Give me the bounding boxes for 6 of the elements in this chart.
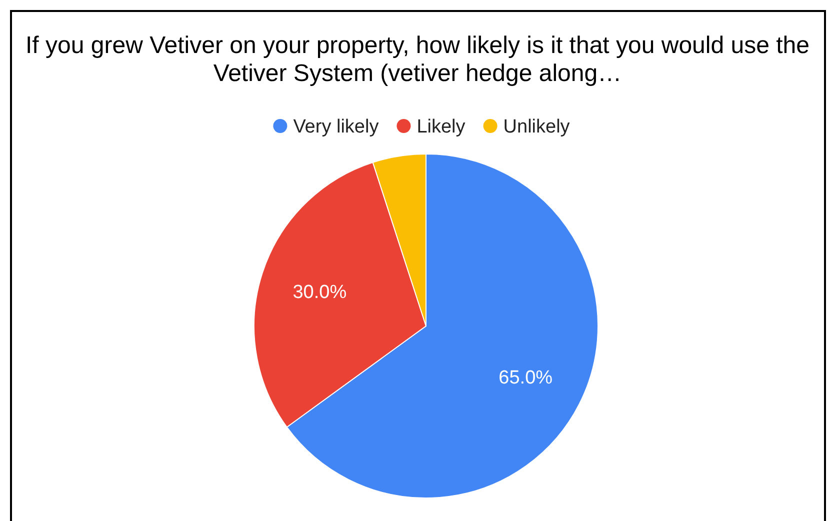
data-label: 30.0% [292, 282, 347, 304]
chart-title: If you grew Vetiver on your property, how likely is it that you would use the Vetiver System (vetiver hedge along… [26, 32, 810, 87]
data-label: 65.0% [498, 367, 553, 388]
legend-label: Very likely [293, 116, 380, 138]
legend-label: Unlikely [503, 116, 570, 138]
legend-label: Likely [416, 116, 466, 138]
